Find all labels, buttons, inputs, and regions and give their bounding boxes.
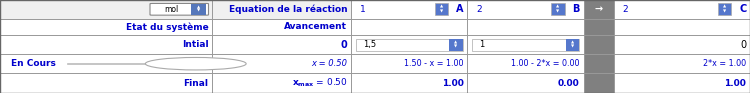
Bar <box>191 4 206 15</box>
Bar <box>467 73 584 93</box>
Bar <box>718 3 731 15</box>
Text: 1: 1 <box>360 5 366 14</box>
Bar <box>467 54 584 73</box>
Text: 1.00: 1.00 <box>724 79 746 88</box>
Text: 1: 1 <box>479 40 484 49</box>
Text: 0: 0 <box>340 40 347 50</box>
Text: ▲: ▲ <box>454 40 458 44</box>
Text: ▼: ▼ <box>571 45 574 49</box>
Text: 1.00 - 2*x = 0.00: 1.00 - 2*x = 0.00 <box>512 59 580 68</box>
Text: 0.00: 0.00 <box>558 79 580 88</box>
Bar <box>0 73 212 93</box>
Circle shape <box>146 57 246 70</box>
Bar <box>614 19 750 35</box>
Bar <box>212 73 351 93</box>
Text: ▲: ▲ <box>197 6 200 10</box>
Text: ▼: ▼ <box>197 9 200 13</box>
Bar <box>0 54 212 73</box>
Text: ▼: ▼ <box>440 10 443 14</box>
Bar <box>584 35 614 54</box>
Text: Equation de la réaction: Equation de la réaction <box>229 5 347 14</box>
Text: Final: Final <box>184 79 209 88</box>
Text: ▲: ▲ <box>440 5 443 9</box>
Bar <box>467 19 584 35</box>
Text: B: B <box>572 4 580 14</box>
Bar <box>0 0 212 19</box>
Text: C: C <box>739 4 746 14</box>
Text: ▲: ▲ <box>571 40 574 44</box>
Bar <box>467 35 584 54</box>
Text: 2: 2 <box>476 5 482 14</box>
Text: ▼: ▼ <box>454 45 458 49</box>
Bar <box>467 0 584 19</box>
Bar <box>351 0 467 19</box>
Text: ▲: ▲ <box>556 5 560 9</box>
Bar <box>351 35 467 54</box>
Bar <box>435 3 448 15</box>
Bar <box>0 35 212 54</box>
Bar <box>551 3 565 15</box>
Bar <box>212 0 351 19</box>
Bar <box>584 54 614 73</box>
Bar <box>351 19 467 35</box>
Text: 0: 0 <box>740 40 746 50</box>
Text: 2: 2 <box>622 5 628 14</box>
Bar <box>584 19 614 35</box>
Text: 1,5: 1,5 <box>363 40 376 49</box>
Bar <box>351 54 467 73</box>
Bar <box>566 39 579 51</box>
Text: Intial: Intial <box>182 40 209 49</box>
Bar <box>212 35 351 54</box>
Text: En Cours: En Cours <box>11 59 56 68</box>
Bar <box>212 54 351 73</box>
Bar <box>584 54 614 73</box>
Text: A: A <box>456 4 464 14</box>
Text: $\mathbf{x_{max}}$ = 0.50: $\mathbf{x_{max}}$ = 0.50 <box>292 77 347 89</box>
Bar <box>0 19 212 35</box>
Text: 2*x = 1.00: 2*x = 1.00 <box>704 59 746 68</box>
Text: ▼: ▼ <box>556 10 560 14</box>
Text: Etat du système: Etat du système <box>126 22 209 32</box>
Bar <box>212 19 351 35</box>
Bar <box>351 73 467 93</box>
Text: ▲: ▲ <box>723 5 726 9</box>
Text: →: → <box>595 4 602 14</box>
Bar <box>449 39 463 51</box>
Bar <box>614 35 750 54</box>
Bar <box>614 0 750 19</box>
Text: Avancement: Avancement <box>284 23 347 31</box>
Text: 1.00: 1.00 <box>442 79 464 88</box>
Bar <box>584 73 614 93</box>
Bar <box>614 73 750 93</box>
Bar <box>0 0 212 19</box>
Bar <box>584 35 614 54</box>
Bar <box>584 0 614 19</box>
Bar <box>584 0 614 19</box>
Bar <box>212 0 351 19</box>
Bar <box>356 39 463 51</box>
Text: mol: mol <box>164 5 178 14</box>
Bar <box>472 39 579 51</box>
Bar <box>584 73 614 93</box>
Bar <box>584 19 614 35</box>
Text: x = 0.50: x = 0.50 <box>311 59 347 68</box>
Text: ▼: ▼ <box>723 10 726 14</box>
Text: 1.50 - x = 1.00: 1.50 - x = 1.00 <box>404 59 464 68</box>
Bar <box>614 54 750 73</box>
FancyBboxPatch shape <box>150 3 208 15</box>
